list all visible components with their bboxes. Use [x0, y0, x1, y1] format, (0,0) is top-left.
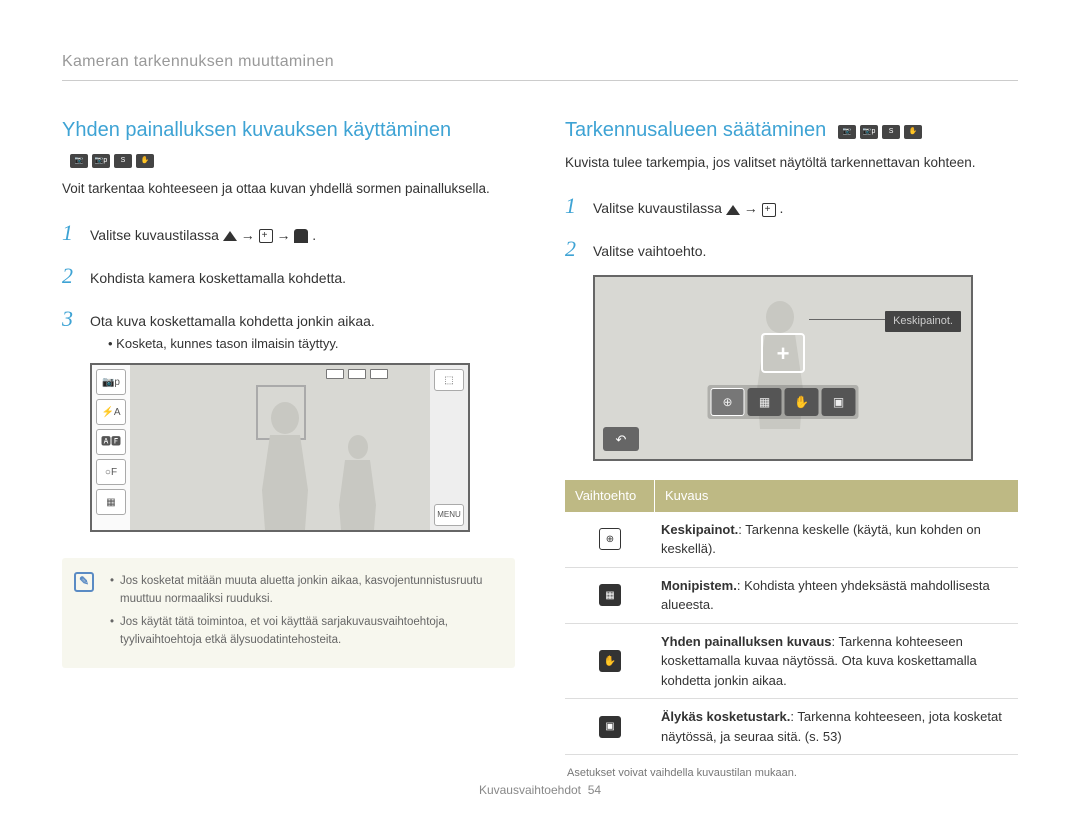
- right-intro: Kuvista tulee tarkempia, jos valitset nä…: [565, 153, 1018, 173]
- step-3: 3 Ota kuva koskettamalla kohdetta jonkin…: [62, 302, 515, 354]
- step-number: 2: [62, 259, 80, 292]
- menu-button[interactable]: MENU: [434, 504, 464, 526]
- table-header: Vaihtoehto Kuvaus: [565, 480, 1018, 512]
- focus-option-row: ⊕ ▦ ✋ ▣: [708, 385, 859, 419]
- left-column: Yhden painalluksen kuvauksen käyttäminen…: [62, 115, 515, 782]
- plus-box-icon: [762, 203, 776, 217]
- smart-touch-icon: ▣: [599, 716, 621, 738]
- subject-silhouette-2: [330, 435, 385, 530]
- footnote: Asetukset voivat vaihdella kuvaustilan m…: [565, 765, 1018, 782]
- row-desc: Monipistem.: Kohdista yhteen yhdeksästä …: [655, 568, 1018, 623]
- mode-icon: S: [114, 154, 132, 168]
- mode-icon: ✋: [904, 125, 922, 139]
- center-focus-icon[interactable]: +: [761, 333, 805, 373]
- rstep1-suffix: .: [779, 200, 783, 216]
- row-desc: Yhden painalluksen kuvaus: Tarkenna koht…: [655, 624, 1018, 699]
- row-desc: Keskipainot.: Tarkenna keskelle (käytä, …: [655, 512, 1018, 567]
- step-2: 2 Kohdista kamera koskettamalla kohdetta…: [62, 259, 515, 292]
- footer-label: Kuvausvaihtoehdot: [479, 783, 581, 797]
- option-touch[interactable]: ✋: [785, 388, 819, 416]
- up-triangle-icon: [726, 205, 740, 215]
- mode-icons-right: 📷 📷p S ✋: [838, 125, 922, 139]
- header-left: Vaihtoehto: [565, 480, 655, 512]
- step-number: 1: [565, 189, 583, 222]
- right-step-2: 2 Valitse vaihtoehto.: [565, 232, 1018, 265]
- sidebar-face-icon[interactable]: ○F: [96, 459, 126, 485]
- table-row: ⊕ Keskipainot.: Tarkenna keskelle (käytä…: [565, 512, 1018, 568]
- right-column: Tarkennusalueen säätäminen 📷 📷p S ✋ Kuvi…: [565, 115, 1018, 782]
- step-1: 1 Valitse kuvaustilassa → → .: [62, 216, 515, 249]
- plus-box-icon: [259, 229, 273, 243]
- option-center[interactable]: ⊕: [711, 388, 745, 416]
- options-table: Vaihtoehto Kuvaus ⊕ Keskipainot.: Tarken…: [565, 479, 1018, 755]
- row-desc: Älykäs kosketustark.: Tarkenna kohteesee…: [655, 699, 1018, 754]
- center-focus-icon: ⊕: [599, 528, 621, 550]
- info-bullet: Jos käytät tätä toimintoa, et voi käyttä…: [110, 613, 499, 650]
- status-icon: [348, 369, 366, 379]
- callout-line: [809, 319, 889, 320]
- right-title: Tarkennusalueen säätäminen: [565, 119, 826, 141]
- up-triangle-icon: [223, 231, 237, 241]
- header-right: Kuvaus: [655, 480, 1018, 512]
- step-text: Valitse vaihtoehto.: [593, 237, 1018, 262]
- camera-screen-left: 📷p ⚡A 🅰🅵 ○F ▦: [90, 363, 470, 532]
- sidebar-cam-icon[interactable]: 📷p: [96, 369, 126, 395]
- mode-icons-left: 📷 📷p S ✋: [70, 154, 154, 168]
- camera-screen-right: Keskipainot. + ⊕ ▦ ✋ ▣ ↶: [593, 275, 973, 461]
- back-button[interactable]: ↶: [603, 427, 639, 451]
- step-number: 1: [62, 216, 80, 249]
- step-number: 2: [565, 232, 583, 265]
- info-box: ✎ Jos kosketat mitään muuta aluetta jonk…: [62, 558, 515, 668]
- multi-focus-icon: ▦: [599, 584, 621, 606]
- callout-label: Keskipainot.: [885, 311, 961, 332]
- camera-right-col: ⬚ MENU: [430, 365, 468, 530]
- camera-status-icons: [326, 369, 388, 379]
- footer-page: 54: [588, 783, 601, 797]
- sidebar-af-icon[interactable]: 🅰🅵: [96, 429, 126, 455]
- sidebar-flash-icon[interactable]: ⚡A: [96, 399, 126, 425]
- step3-bullet: Kosketa, kunnes tason ilmaisin täyttyy.: [90, 334, 515, 354]
- camera-preview[interactable]: [130, 365, 430, 530]
- mode-icon: 📷p: [860, 125, 878, 139]
- right-step-1: 1 Valitse kuvaustilassa → .: [565, 189, 1018, 222]
- mode-icon: 📷: [70, 154, 88, 168]
- divider: [62, 80, 1018, 81]
- page-footer: Kuvausvaihtoehdot 54: [0, 781, 1080, 799]
- step3-text: Ota kuva koskettamalla kohdetta jonkin a…: [90, 313, 375, 329]
- arrow-icon: →: [744, 200, 762, 216]
- option-smart[interactable]: ▣: [822, 388, 856, 416]
- touch-focus-icon: ✋: [599, 650, 621, 672]
- step1-suffix: .: [312, 227, 316, 243]
- step-text: Valitse kuvaustilassa → → .: [90, 221, 515, 246]
- battery-icon: [370, 369, 388, 379]
- info-icon: ✎: [74, 572, 94, 592]
- hand-icon: [294, 229, 308, 243]
- mode-icon: S: [882, 125, 900, 139]
- rstep1-prefix: Valitse kuvaustilassa: [593, 200, 726, 216]
- mode-icon: 📷: [838, 125, 856, 139]
- mode-icon: 📷p: [92, 154, 110, 168]
- step-text: Kohdista kamera koskettamalla kohdetta.: [90, 264, 515, 289]
- table-row: ✋ Yhden painalluksen kuvaus: Tarkenna ko…: [565, 624, 1018, 700]
- info-bullet: Jos kosketat mitään muuta aluetta jonkin…: [110, 572, 499, 609]
- arrow-icon: →: [276, 227, 294, 243]
- subject-silhouette: [250, 400, 320, 530]
- left-title: Yhden painalluksen kuvauksen käyttäminen: [62, 115, 515, 145]
- table-row: ▦ Monipistem.: Kohdista yhteen yhdeksäst…: [565, 568, 1018, 624]
- left-intro: Voit tarkentaa kohteeseen ja ottaa kuvan…: [62, 179, 515, 199]
- breadcrumb: Kameran tarkennuksen muuttaminen: [62, 50, 1018, 74]
- camera-sidebar: 📷p ⚡A 🅰🅵 ○F ▦: [92, 365, 130, 530]
- mode-icon: ✋: [136, 154, 154, 168]
- step-text: Valitse kuvaustilassa → .: [593, 194, 1018, 219]
- arrow-icon: →: [241, 227, 259, 243]
- option-multi[interactable]: ▦: [748, 388, 782, 416]
- table-row: ▣ Älykäs kosketustark.: Tarkenna kohtees…: [565, 699, 1018, 755]
- mode-button[interactable]: ⬚: [434, 369, 464, 391]
- status-icon: [326, 369, 344, 379]
- step-number: 3: [62, 302, 80, 335]
- sidebar-grid-icon[interactable]: ▦: [96, 489, 126, 515]
- step-text: Ota kuva koskettamalla kohdetta jonkin a…: [90, 307, 515, 354]
- step1-prefix: Valitse kuvaustilassa: [90, 227, 223, 243]
